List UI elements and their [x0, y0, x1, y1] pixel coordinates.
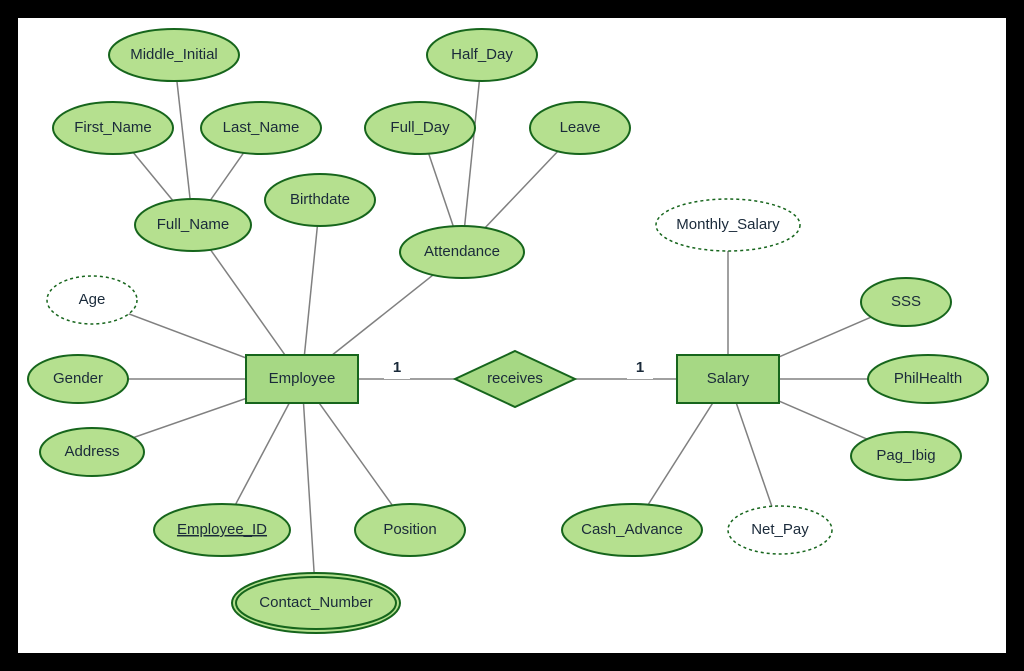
attribute-label-cash_advance: Cash_Advance	[581, 521, 683, 538]
attribute-address: Address	[40, 428, 144, 476]
attribute-label-address: Address	[64, 443, 119, 460]
cardinality-to: 1	[627, 357, 653, 379]
attribute-label-first_name: First_Name	[74, 119, 152, 136]
attribute-full_day: Full_Day	[365, 102, 475, 154]
attribute-first_name: First_Name	[53, 102, 173, 154]
attribute-label-gender: Gender	[53, 370, 103, 387]
attribute-label-full_day: Full_Day	[390, 119, 450, 136]
relationship-label-receives: receives	[487, 370, 543, 387]
svg-text:1: 1	[393, 359, 401, 376]
entity-label-employee: Employee	[269, 370, 336, 387]
attribute-full_name: Full_Name	[135, 199, 251, 251]
attribute-label-sss: SSS	[891, 293, 921, 310]
attribute-leave: Leave	[530, 102, 630, 154]
attribute-label-contact_number: Contact_Number	[259, 594, 372, 611]
attribute-monthly_salary: Monthly_Salary	[656, 199, 800, 251]
attribute-employee_id: Employee_ID	[154, 504, 290, 556]
svg-text:1: 1	[636, 359, 644, 376]
attribute-label-position: Position	[383, 521, 436, 538]
attribute-gender: Gender	[28, 355, 128, 403]
attribute-cash_advance: Cash_Advance	[562, 504, 702, 556]
attribute-label-full_name: Full_Name	[157, 216, 230, 233]
attribute-age: Age	[47, 276, 137, 324]
entity-label-salary: Salary	[707, 370, 750, 387]
entity-employee: Employee	[246, 355, 358, 403]
attribute-label-leave: Leave	[560, 119, 601, 136]
entity-salary: Salary	[677, 355, 779, 403]
attribute-attendance: Attendance	[400, 226, 524, 278]
attribute-label-monthly_salary: Monthly_Salary	[676, 216, 780, 233]
attribute-label-birthdate: Birthdate	[290, 191, 350, 208]
attribute-philhealth: PhilHealth	[868, 355, 988, 403]
attribute-label-last_name: Last_Name	[223, 119, 300, 136]
attribute-position: Position	[355, 504, 465, 556]
attribute-label-middle_initial: Middle_Initial	[130, 46, 218, 63]
attribute-birthdate: Birthdate	[265, 174, 375, 226]
attribute-label-net_pay: Net_Pay	[751, 521, 809, 538]
attribute-label-attendance: Attendance	[424, 243, 500, 260]
attribute-label-pag_ibig: Pag_Ibig	[876, 447, 935, 464]
cardinality-from: 1	[384, 357, 410, 379]
attribute-label-philhealth: PhilHealth	[894, 370, 962, 387]
attribute-sss: SSS	[861, 278, 951, 326]
diagram-canvas	[18, 18, 1006, 653]
attribute-half_day: Half_Day	[427, 29, 537, 81]
attribute-label-age: Age	[79, 291, 106, 308]
attribute-pag_ibig: Pag_Ibig	[851, 432, 961, 480]
attribute-middle_initial: Middle_Initial	[109, 29, 239, 81]
attribute-net_pay: Net_Pay	[728, 506, 832, 554]
attribute-contact_number: Contact_Number	[232, 573, 400, 633]
attribute-label-half_day: Half_Day	[451, 46, 513, 63]
attribute-last_name: Last_Name	[201, 102, 321, 154]
attribute-label-employee_id: Employee_ID	[177, 521, 267, 538]
